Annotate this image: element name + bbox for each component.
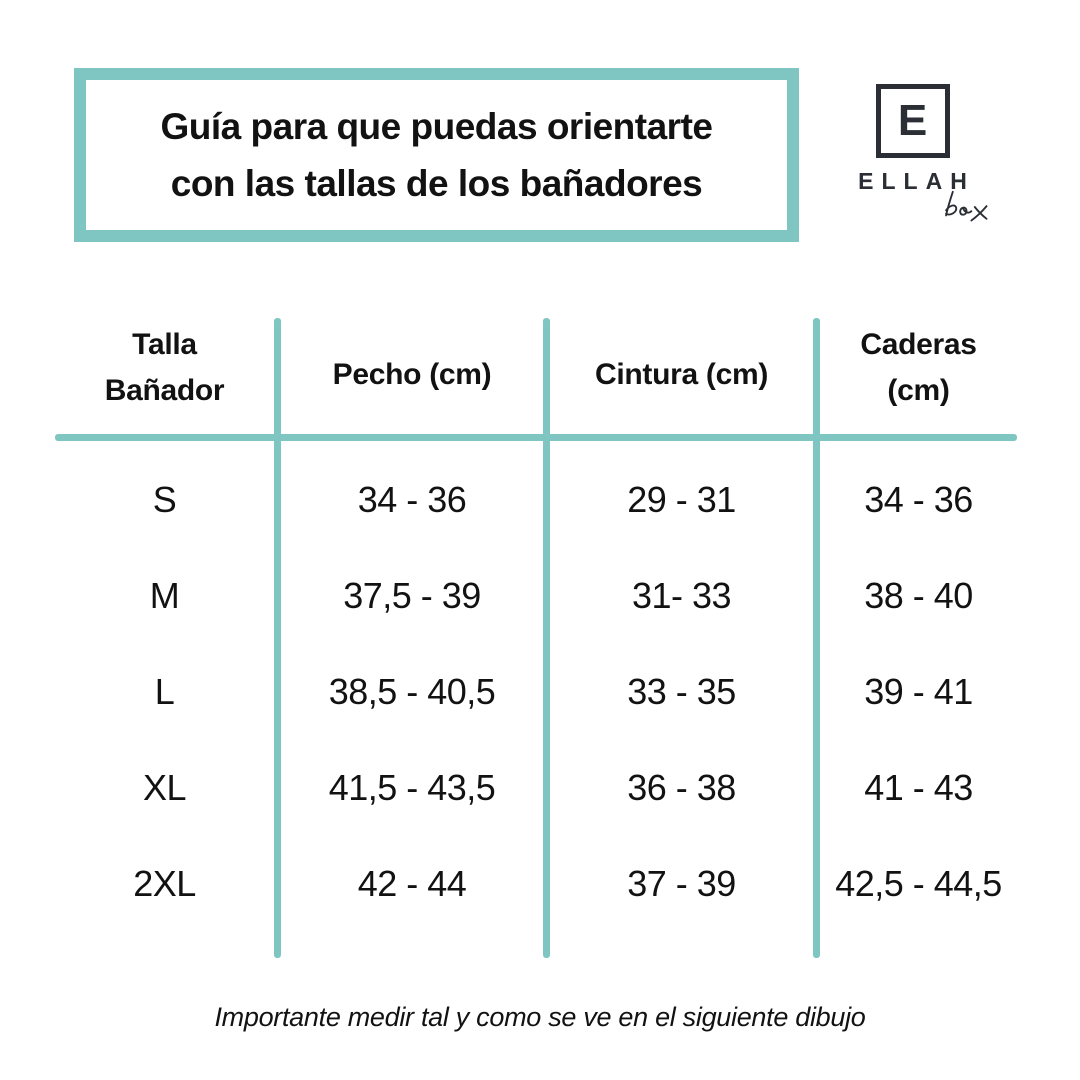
column-header-cintura: Cintura (cm) [594,358,769,391]
cell-caderas: 42,5 - 44,5 [835,863,1002,904]
column-header-pecho: Pecho (cm) [332,358,492,391]
column-divider-2 [543,318,550,958]
column-header-talla-line1: Talla [132,328,197,361]
cell-pecho: 42 - 44 [357,863,467,904]
cell-cintura: 29 - 31 [627,479,736,520]
cell-cintura: 37 - 39 [627,863,736,904]
cell-cintura: 33 - 35 [627,671,736,712]
cell-caderas: 34 - 36 [864,479,973,520]
title-box: Guía para que puedas orientarte con las … [74,68,799,242]
cell-pecho: 34 - 36 [357,479,467,520]
cell-caderas: 39 - 41 [864,671,973,712]
column-header-talla: Talla Bañador [55,322,274,414]
header-divider [55,434,1017,441]
page-title-line1: Guía para que puedas orientarte [160,106,713,147]
logo-monogram-frame: E [875,84,950,158]
cell-caderas: 38 - 40 [864,575,973,616]
column-divider-3 [813,318,820,958]
logo-monogram-letter: E [897,96,928,145]
column-divider-1 [274,318,281,958]
cell-pecho: 37,5 - 39 [343,575,481,616]
column-header-talla-line2: Bañador [104,374,225,407]
cell-cintura: 36 - 38 [627,767,736,808]
cell-cintura: 31- 33 [631,575,732,616]
footer-note: Importante medir tal y como se ve en el … [214,1002,866,1032]
cell-talla: M [149,575,180,616]
column-header-caderas-line1: Caderas [860,328,977,361]
cell-pecho: 38,5 - 40,5 [328,671,496,712]
cell-caderas: 41 - 43 [864,767,973,808]
brand-tagline-box-script [945,190,988,222]
cell-pecho: 41,5 - 43,5 [328,767,496,808]
cell-talla: S [152,479,177,520]
brand-logo: E ELLAH [855,84,988,222]
cell-talla: 2XL [133,863,196,904]
cell-talla: L [154,671,175,712]
column-header-caderas: Caderas (cm) [820,322,1017,414]
cell-talla: XL [142,767,187,808]
column-header-caderas-line2: (cm) [887,374,950,407]
brand-name: ELLAH [858,168,975,194]
page-title-line2: con las tallas de los bañadores [170,163,703,204]
